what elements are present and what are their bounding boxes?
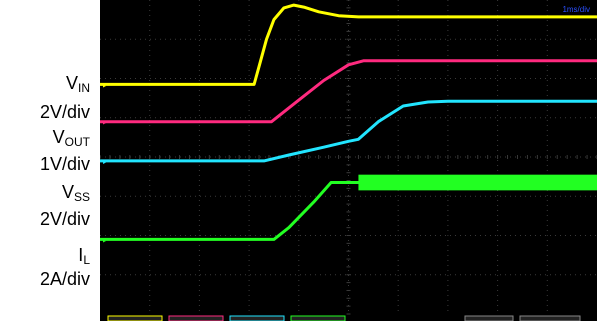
trace-il-ripple [358, 174, 597, 191]
trace-vout [100, 59, 597, 124]
channel-badge-vin [107, 315, 163, 322]
status-badge [519, 315, 581, 322]
channel-marker-vss: ▸ [103, 160, 106, 166]
label-vin: VIN [65, 73, 90, 95]
trace-vss [100, 99, 597, 163]
channel-labels: VIN 2V/div VOUT 1V/div VSS 2V/div IL 2A/… [0, 0, 100, 321]
label-il-scale: 2A/div [39, 269, 90, 289]
status-badge [464, 315, 514, 322]
scope-status-bar [107, 315, 581, 322]
label-vss-scale: 2V/div [39, 209, 90, 229]
scope-traces: ▸▸▸▸▲ [100, 3, 597, 322]
channel-marker-vin: ▸ [103, 83, 106, 89]
trace-vin [100, 3, 597, 86]
scope-grid [99, 0, 598, 315]
timebase-readout: 1ms/div [562, 5, 590, 14]
channel-marker-vout: ▸ [103, 121, 106, 127]
label-il: IL [78, 245, 90, 267]
oscilloscope-plot: ▸▸▸▸▲ 1ms/div [99, 0, 598, 322]
label-vss: VSS [61, 182, 90, 204]
channel-marker-il: ▸ [103, 238, 106, 244]
channel-badge-vss [229, 315, 285, 322]
oscilloscope-screen: ▸▸▸▸▲ 1ms/div [99, 0, 598, 322]
trace-il [100, 181, 597, 241]
label-vout: VOUT [52, 127, 90, 149]
channel-badge-vout [168, 315, 224, 322]
label-vin-scale: 2V/div [39, 102, 90, 122]
label-vout-scale: 1V/div [39, 154, 90, 174]
channel-badge-il [290, 315, 346, 322]
